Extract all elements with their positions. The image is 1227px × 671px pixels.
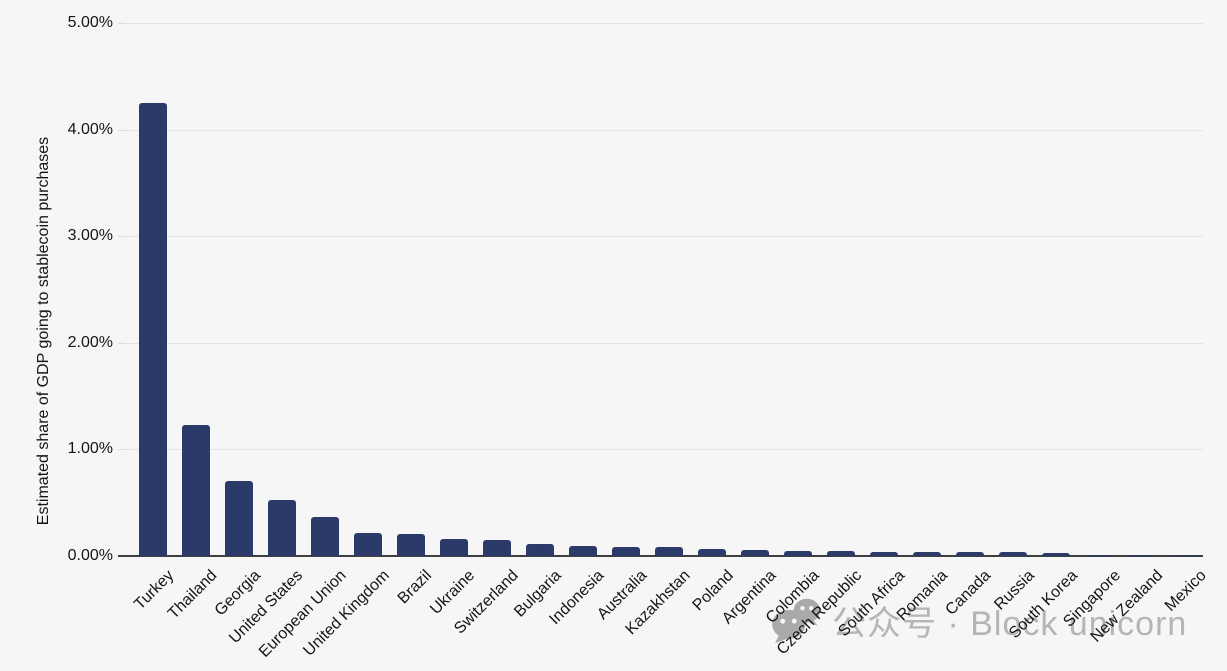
bar — [353, 532, 382, 556]
y-axis-tick — [118, 555, 125, 557]
y-tick-label: 2.00% — [67, 333, 113, 351]
y-tick-label: 3.00% — [67, 227, 113, 245]
y-axis-tick — [118, 449, 125, 451]
bar — [482, 540, 511, 556]
bar — [654, 547, 683, 556]
gridline — [125, 555, 1203, 557]
y-axis-tick — [118, 23, 125, 24]
bar — [1084, 554, 1113, 556]
bar — [1041, 552, 1070, 556]
gridline — [125, 23, 1203, 24]
bar — [138, 102, 167, 556]
y-axis-tick — [118, 236, 125, 238]
gridline — [125, 449, 1203, 451]
y-tick-label: 1.00% — [67, 440, 113, 458]
gridline — [125, 342, 1203, 344]
bar — [1170, 555, 1199, 556]
y-axis-tick — [118, 342, 125, 344]
bar — [181, 424, 210, 556]
y-axis-title: Estimated share of GDP going to stableco… — [35, 136, 52, 526]
y-axis-tick — [118, 129, 125, 131]
gridline — [125, 236, 1203, 238]
bar — [955, 552, 984, 556]
bar — [826, 551, 855, 556]
bar — [740, 549, 769, 556]
gridline — [125, 129, 1203, 131]
watermark-text: 公众号 · Block unicorn — [832, 604, 1188, 643]
y-tick-label: 0.00% — [67, 547, 113, 564]
wechat-icon — [770, 594, 822, 646]
bar — [611, 546, 640, 556]
bar — [783, 550, 812, 556]
bar — [869, 551, 898, 556]
bar — [267, 499, 296, 556]
bar — [912, 551, 941, 556]
bar — [310, 516, 339, 556]
bar — [1127, 555, 1156, 556]
y-tick-label: 5.00% — [67, 14, 113, 31]
watermark: 公众号 · Block unicorn — [770, 594, 1187, 646]
y-tick-label: 4.00% — [67, 120, 113, 138]
bar — [439, 538, 468, 556]
bar — [396, 533, 425, 556]
bar — [525, 544, 554, 556]
bar — [568, 546, 597, 556]
bar — [998, 552, 1027, 556]
bar — [697, 549, 726, 556]
bar — [224, 481, 253, 556]
